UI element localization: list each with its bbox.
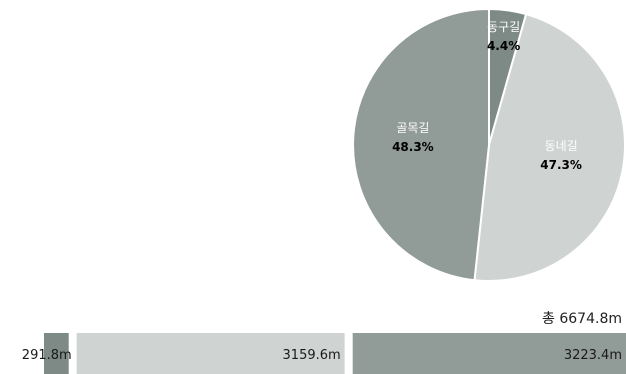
pie-labels: 동구길 4.4% 동네길 47.3% 골목길 48.3% xyxy=(392,20,582,172)
pie-slice-value-3: 48.3% xyxy=(392,140,434,154)
pie-slice-label-3: 골목길 xyxy=(396,121,429,135)
bar-segment-2 xyxy=(76,333,345,374)
pie-slice-value-2: 47.3% xyxy=(540,158,582,172)
pie-chart xyxy=(352,7,626,282)
bar-segment-3 xyxy=(352,333,626,374)
bar-value-label-1: 291.8m xyxy=(22,348,72,363)
total-label: 총 6674.8m xyxy=(542,311,622,327)
bar-value-label-3: 3223.4m xyxy=(564,348,622,363)
bar-value-label-2: 3159.6m xyxy=(283,348,341,363)
pie-slice-2 xyxy=(473,12,626,282)
pie-slice-value-1: 4.4% xyxy=(487,39,520,53)
stacked-bar-chart: 291.8m 3159.6m 3223.4m xyxy=(22,333,626,374)
bar-segment-1 xyxy=(44,333,69,374)
pie-slice-label-2: 동네길 xyxy=(545,139,578,153)
pie-slice-label-1: 동구길 xyxy=(487,20,520,34)
pie-slice-3 xyxy=(352,7,490,282)
